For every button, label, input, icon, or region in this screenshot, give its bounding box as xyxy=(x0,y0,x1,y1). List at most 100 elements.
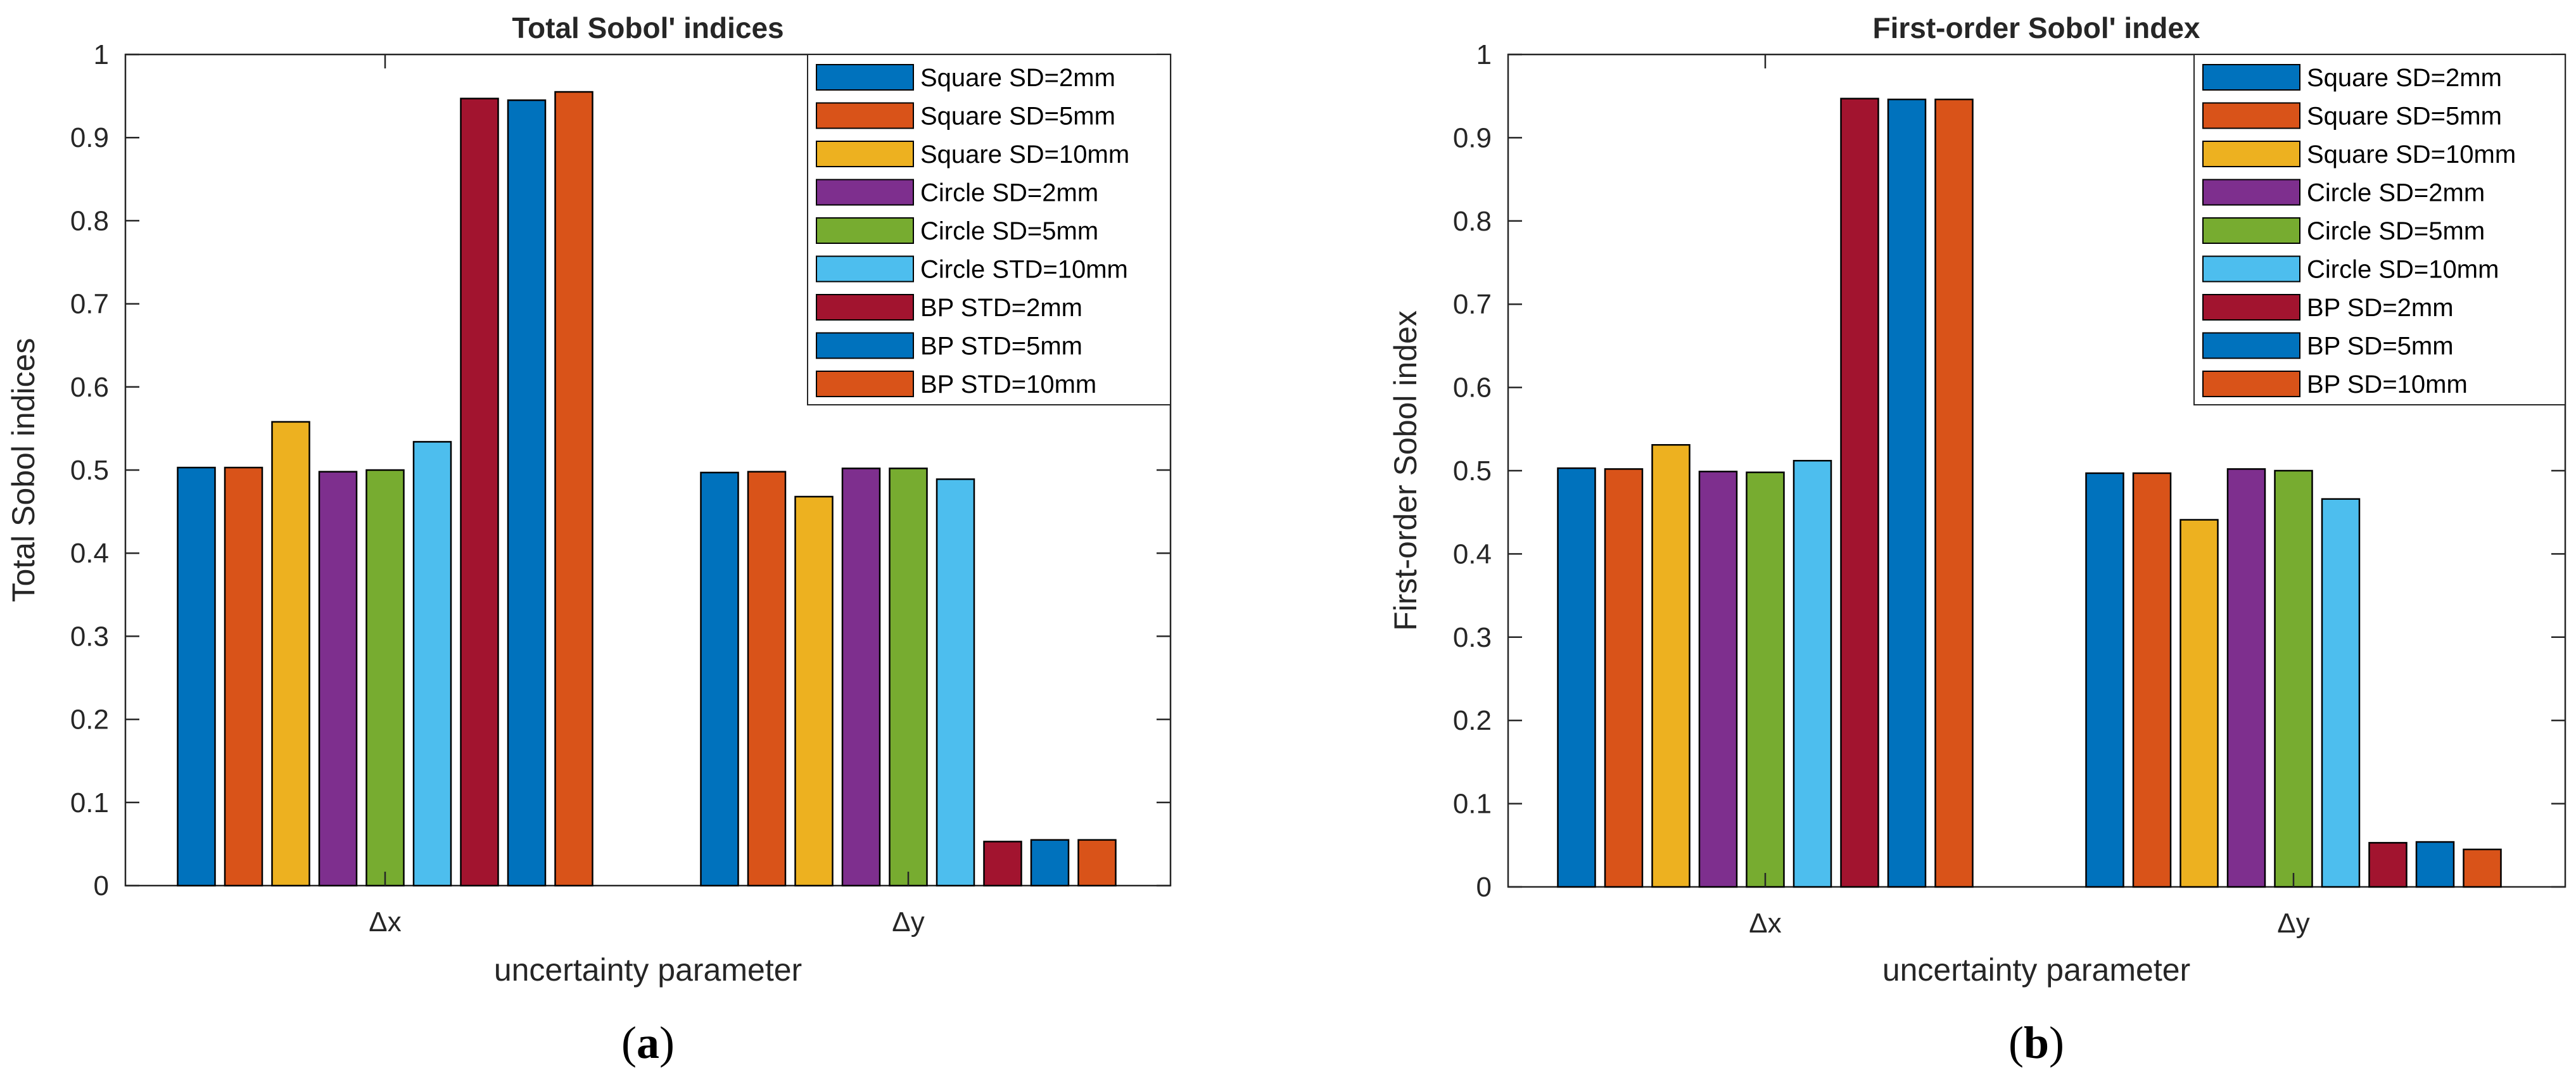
y-tick-label: 0.8 xyxy=(70,205,109,236)
chart-title: Total Sobol' indices xyxy=(512,11,784,44)
bar xyxy=(1934,98,1974,888)
bar xyxy=(2321,498,2361,888)
bar xyxy=(983,841,1022,887)
bar xyxy=(318,471,358,887)
bar xyxy=(1651,444,1691,888)
bar xyxy=(2415,841,2455,888)
bar xyxy=(412,441,452,887)
bar xyxy=(2226,468,2266,888)
bar xyxy=(2274,469,2313,888)
bar xyxy=(936,478,975,887)
bar xyxy=(224,466,263,887)
legend: Square SD=2mm Square SD=5mm Square SD=10mm… xyxy=(807,54,1171,405)
legend-entry-label: BP SD=10mm xyxy=(2307,371,2468,398)
bar xyxy=(1792,459,1832,888)
y-tick-label: 0.8 xyxy=(1453,206,1492,237)
y-tick-label: 0 xyxy=(94,870,109,901)
legend-entry-label: BP STD=5mm xyxy=(920,333,1082,360)
legend-entry-label: Circle STD=10mm xyxy=(920,256,1128,284)
bar xyxy=(1077,839,1117,887)
bar xyxy=(841,468,881,887)
y-tick-label: 0.1 xyxy=(1453,789,1492,820)
bar xyxy=(747,471,787,887)
x-axis-label: uncertainty parameter xyxy=(494,952,802,988)
bar xyxy=(365,469,405,887)
legend-swatch xyxy=(2202,64,2300,91)
y-tick-label: 0.7 xyxy=(1453,289,1492,320)
legend-swatch xyxy=(2202,217,2300,244)
legend-entry-label: BP SD=5mm xyxy=(2307,333,2454,360)
bar xyxy=(2368,842,2408,888)
legend-swatch xyxy=(816,141,914,167)
y-axis-label: Total Sobol indices xyxy=(6,338,41,602)
y-tick-label: 0.4 xyxy=(70,538,109,569)
legend-swatch xyxy=(2202,332,2300,359)
legend-swatch xyxy=(816,294,914,321)
bar xyxy=(460,98,499,887)
legend-entry-label: Square SD=5mm xyxy=(920,103,1115,130)
legend-swatch xyxy=(816,217,914,244)
y-tick-label: 0.2 xyxy=(1453,705,1492,736)
legend-entry-label: Square SD=5mm xyxy=(2307,103,2502,130)
legend-swatch xyxy=(2202,179,2300,206)
legend-swatch xyxy=(2202,294,2300,321)
y-tick-label: 1 xyxy=(94,39,109,70)
legend-swatch xyxy=(816,179,914,206)
y-tick-label: 0.2 xyxy=(70,704,109,735)
y-tick-label: 0.5 xyxy=(70,455,109,486)
legend-entry-label: BP STD=2mm xyxy=(920,294,1082,322)
y-tick-label: 0.1 xyxy=(70,787,109,818)
bar xyxy=(2132,472,2172,888)
bar xyxy=(554,91,593,887)
bar xyxy=(1746,471,1785,888)
x-tick-label: Δy xyxy=(2277,908,2309,939)
legend-entry-label: Circle SD=2mm xyxy=(920,179,1098,207)
chart-panel-a: 0 0.1 0.2 0.3 0.4 0.5 0.6 0.7 0.8 0.9 1 Δx Δy Total S… xyxy=(6,11,1172,1068)
y-axis-label: First-order Sobol index xyxy=(1388,310,1423,631)
legend-entry-label: Square SD=10mm xyxy=(2307,141,2516,169)
legend-entry-label: Square SD=2mm xyxy=(2307,64,2502,92)
legend-entry-label: Square SD=10mm xyxy=(920,141,1129,169)
bar xyxy=(1698,471,1738,888)
y-tick-label: 0.9 xyxy=(1453,122,1492,153)
legend-entry-label: Square SD=2mm xyxy=(920,64,1115,92)
bar xyxy=(2179,519,2219,888)
x-tick-label: Δx xyxy=(1749,908,1781,939)
legend-swatch xyxy=(816,371,914,397)
bar xyxy=(2085,472,2124,888)
legend-entry-label: BP SD=2mm xyxy=(2307,294,2454,322)
legend-swatch xyxy=(816,64,914,91)
panel-label: (a) xyxy=(621,1017,675,1068)
legend-swatch xyxy=(2202,371,2300,397)
y-tick-label: 0.6 xyxy=(1453,372,1492,404)
legend-swatch xyxy=(2202,141,2300,167)
legend-swatch xyxy=(816,255,914,283)
x-tick-label: Δy xyxy=(892,907,924,938)
legend-swatch xyxy=(2202,255,2300,283)
bar xyxy=(177,466,216,887)
y-tick-label: 0.3 xyxy=(1453,622,1492,653)
bar xyxy=(700,471,739,887)
bar xyxy=(507,99,547,887)
y-tick-label: 0.9 xyxy=(70,122,109,153)
bar xyxy=(271,421,310,887)
legend: Square SD=2mm Square SD=5mm Square SD=10mm… xyxy=(2193,54,2566,405)
y-tick-label: 0.4 xyxy=(1453,538,1492,570)
legend-entry-label: BP STD=10mm xyxy=(920,371,1096,398)
y-tick-label: 0.7 xyxy=(70,289,109,320)
y-tick-label: 0.3 xyxy=(70,621,109,652)
legend-swatch xyxy=(816,332,914,359)
bar xyxy=(889,468,928,887)
bar xyxy=(794,495,834,887)
legend-entry-label: Circle SD=10mm xyxy=(2307,256,2499,284)
chart-title: First-order Sobol' index xyxy=(1873,11,2200,44)
bar xyxy=(1030,839,1070,887)
legend-swatch xyxy=(816,102,914,129)
y-tick-label: 0.6 xyxy=(70,372,109,403)
bar xyxy=(2463,848,2502,888)
legend-entry-label: Circle SD=5mm xyxy=(920,217,1098,245)
x-tick-label: Δx xyxy=(369,907,401,938)
legend-entry-label: Circle SD=2mm xyxy=(2307,179,2485,207)
